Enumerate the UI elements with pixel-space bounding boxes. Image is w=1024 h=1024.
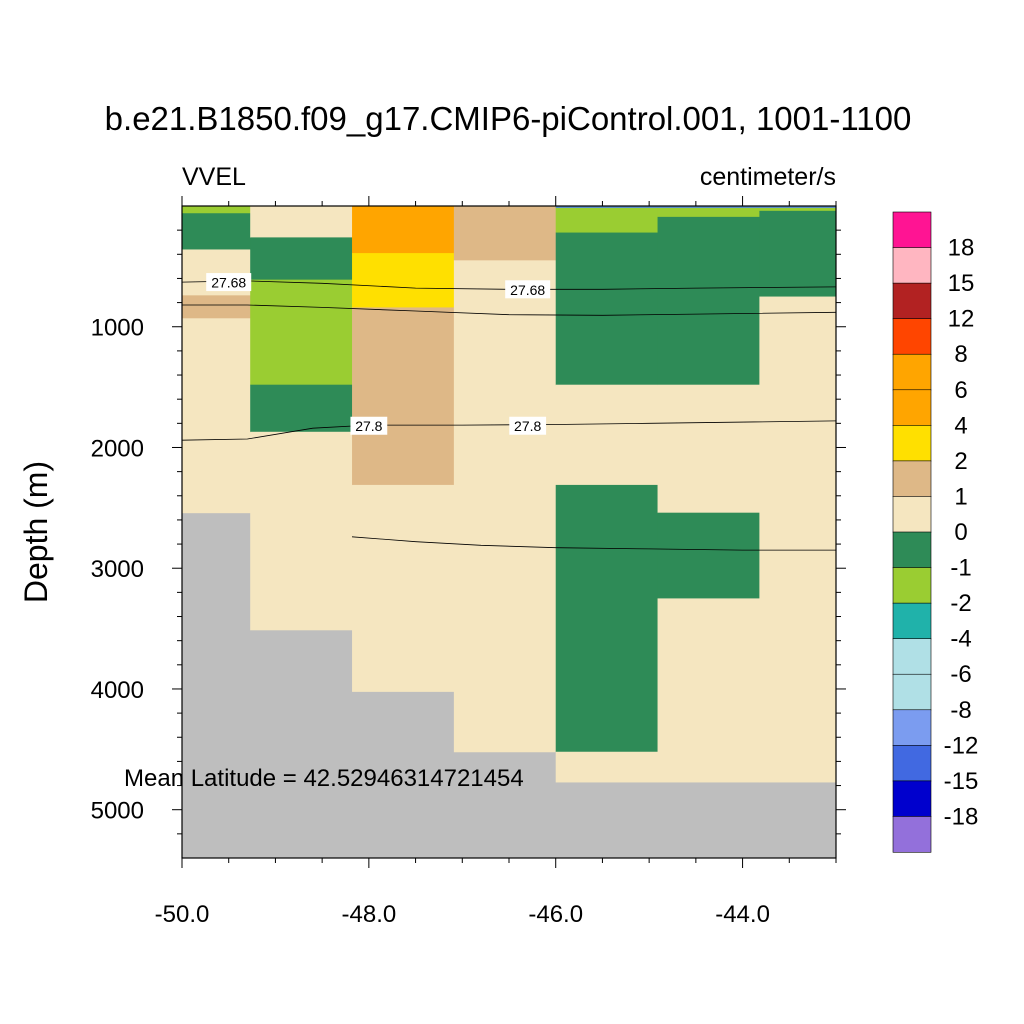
contour-label-0-0: 27.68 bbox=[211, 275, 246, 291]
x-tick-label: -46.0 bbox=[528, 901, 583, 928]
colorbar-level-label: -6 bbox=[950, 661, 971, 688]
colorbar-box-8 bbox=[892, 496, 932, 533]
colorbar-level-label: -8 bbox=[950, 697, 971, 724]
data-cell-c2-0 bbox=[352, 206, 455, 254]
data-cell-c4-0 bbox=[555, 206, 659, 234]
y-tick-label: 4000 bbox=[91, 677, 144, 704]
data-cell-c5-1 bbox=[657, 216, 760, 386]
contour-label-2-1: 27.8 bbox=[514, 418, 541, 434]
colorbar-box-9 bbox=[892, 531, 932, 569]
contour-line-3 bbox=[351, 536, 836, 551]
data-cell-c5-3 bbox=[657, 512, 760, 599]
data-cell-c0-1 bbox=[182, 213, 251, 250]
mean-latitude-note: Mean Latitude = 42.52946314721454 bbox=[124, 765, 524, 792]
data-cell-c1-0 bbox=[250, 206, 353, 238]
colorbar-box-6 bbox=[892, 425, 932, 462]
contour-label-bg-2-0 bbox=[350, 416, 388, 435]
y-axis-label: Depth (m) bbox=[18, 461, 54, 603]
colorbar-box-11 bbox=[892, 602, 932, 640]
colorbar-box-5 bbox=[892, 389, 932, 426]
variable-label: VVEL bbox=[182, 163, 246, 191]
y-tick-label: 3000 bbox=[91, 556, 144, 583]
contour-label-0-1: 27.68 bbox=[510, 282, 545, 298]
x-tick-label: -50.0 bbox=[155, 901, 210, 928]
data-cell-c5-4 bbox=[657, 598, 760, 783]
colorbar-box-10 bbox=[892, 567, 932, 604]
data-cells bbox=[182, 206, 837, 858]
colorbar-level-label: -2 bbox=[950, 590, 971, 617]
data-cell-c1-4 bbox=[250, 431, 353, 631]
colorbar-box-2 bbox=[892, 282, 932, 320]
contour-label-bg-0-1 bbox=[505, 280, 551, 299]
colorbar-level-label: 6 bbox=[954, 377, 967, 404]
colorbar-box-14 bbox=[892, 709, 932, 746]
y-tick-label: 1000 bbox=[91, 315, 144, 342]
colorbar-box-12 bbox=[892, 638, 932, 675]
data-cell-c6-0 bbox=[759, 206, 837, 212]
data-cell-c3-1 bbox=[453, 260, 557, 753]
contour-line-0 bbox=[181, 280, 837, 290]
colorbar-box-13 bbox=[892, 673, 932, 711]
colorbar-box-15 bbox=[892, 745, 932, 782]
data-cell-c4-1 bbox=[555, 232, 659, 386]
axes: -50.0 -48.0 -46.0 -44.0 1000 2000 3000 4000 5000 bbox=[91, 196, 846, 928]
data-cell-c3-0 bbox=[453, 206, 557, 261]
colorbar-level-label: 12 bbox=[948, 306, 975, 333]
data-cell-c2-2 bbox=[352, 307, 455, 486]
contour-label-bg-2-1 bbox=[509, 416, 547, 435]
contour-label-2-0: 27.8 bbox=[355, 418, 382, 434]
data-cell-c4-2 bbox=[555, 384, 659, 486]
colorbar: 18 15 12 8 6 4 2 1 0 -1 -2 -4 -6 -8 -12 -15 -18 bbox=[892, 211, 979, 853]
y-tick-label: 2000 bbox=[91, 435, 144, 462]
colorbar-box-3 bbox=[892, 318, 932, 355]
x-tick-label: -48.0 bbox=[342, 901, 397, 928]
data-cell-c0-0 bbox=[182, 206, 251, 214]
data-cell-c1-3 bbox=[250, 384, 353, 433]
data-cell-c5-2 bbox=[657, 384, 760, 514]
colorbar-level-label: 4 bbox=[954, 412, 967, 439]
colorbar-box-1 bbox=[892, 247, 932, 284]
data-cell-c4-3 bbox=[555, 484, 659, 753]
data-cell-c5-0 bbox=[657, 206, 760, 218]
colorbar-box-7 bbox=[892, 460, 932, 498]
density-contours: 27.68 27.68 27.8 27.8 bbox=[181, 273, 837, 551]
colorbar-level-label: 2 bbox=[954, 448, 967, 475]
colorbar-level-label: 0 bbox=[954, 519, 967, 546]
colorbar-level-label: 1 bbox=[954, 483, 967, 510]
data-cell-c6-1 bbox=[759, 210, 837, 298]
data-cell-c1-2 bbox=[250, 279, 353, 386]
chart-title: b.e21.B1850.f09_g17.CMIP6-piControl.001,… bbox=[105, 100, 912, 137]
units-label: centimeter/s bbox=[700, 163, 836, 191]
colorbar-level-label: 18 bbox=[948, 235, 975, 262]
colorbar-level-label: 15 bbox=[948, 270, 975, 297]
contour-line-2 bbox=[181, 420, 837, 441]
colorbar-box-17 bbox=[892, 816, 932, 853]
contour-line-1 bbox=[182, 304, 837, 316]
y-tick-label: 5000 bbox=[91, 798, 144, 825]
data-cell-c4-4 bbox=[555, 751, 659, 783]
surface-strip bbox=[555, 206, 836, 208]
colorbar-level-label: -15 bbox=[944, 768, 979, 795]
colorbar-level-label: -18 bbox=[944, 803, 979, 830]
data-cell-c2-3 bbox=[352, 484, 455, 692]
colorbar-level-label: 8 bbox=[954, 341, 967, 368]
colorbar-level-label: -1 bbox=[950, 555, 971, 582]
data-cell-c2-1 bbox=[352, 253, 455, 308]
colorbar-box-4 bbox=[892, 353, 932, 391]
data-cell-c0-3 bbox=[182, 295, 251, 319]
colorbar-box-16 bbox=[892, 780, 932, 818]
colorbar-box-0 bbox=[892, 211, 932, 249]
colorbar-level-label: -4 bbox=[950, 626, 971, 653]
data-cell-c0-4 bbox=[182, 318, 251, 514]
x-tick-label: -44.0 bbox=[715, 901, 770, 928]
data-cell-c6-2 bbox=[759, 296, 837, 783]
data-cell-c1-1 bbox=[250, 237, 353, 281]
contour-label-bg-0-0 bbox=[206, 273, 252, 292]
colorbar-level-label: -12 bbox=[944, 732, 979, 759]
